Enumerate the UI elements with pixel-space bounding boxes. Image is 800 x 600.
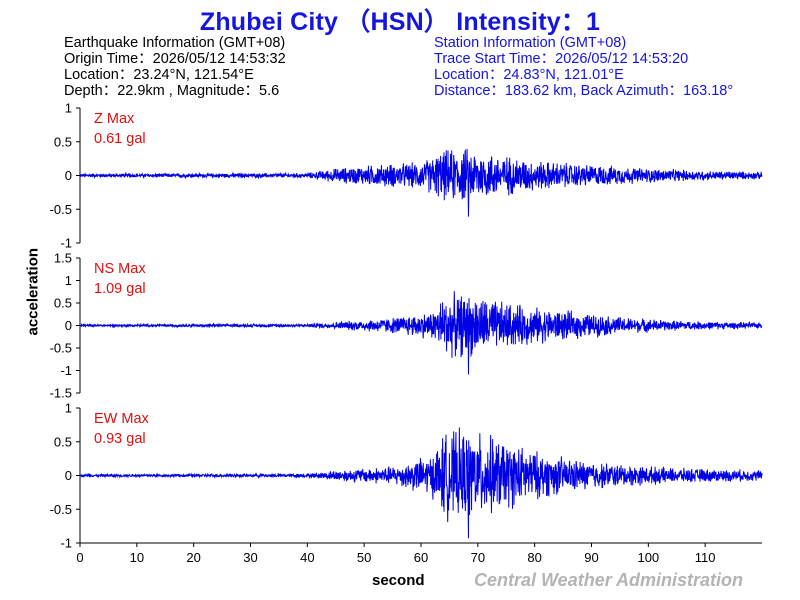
y-tick-label: 1.5 — [54, 251, 72, 266]
x-tick-label: 70 — [471, 550, 485, 565]
x-axis-label: second — [372, 572, 425, 589]
x-tick-label: 90 — [584, 550, 598, 565]
x-tick-label: 30 — [243, 550, 257, 565]
y-tick-label: -0.5 — [50, 341, 72, 356]
trace-ew — [79, 427, 763, 539]
distance-azimuth: Distance：183.62 km, Back Azimuth：163.18° — [434, 83, 734, 99]
x-tick-label: 60 — [414, 550, 428, 565]
max-value-ew: 0.93 gal — [94, 431, 146, 447]
x-tick-label: 110 — [695, 550, 716, 565]
page-title: Zhubei City （HSN） Intensity：1 — [199, 8, 601, 36]
y-tick-label: 0 — [65, 168, 72, 183]
epicenter-location: Location：23.24°N, 121.54°E — [64, 67, 254, 83]
x-tick-label: 40 — [300, 550, 314, 565]
station-location: Location：24.83°N, 121.01°E — [434, 67, 624, 83]
station-info: Station Information (GMT+08) Trace Start… — [434, 35, 733, 99]
x-tick-label: 80 — [527, 550, 541, 565]
max-value-ns: 1.09 gal — [94, 281, 146, 297]
y-tick-label: -0.5 — [50, 202, 72, 217]
y-tick-label: 0.5 — [54, 134, 72, 149]
trace-z — [79, 148, 763, 217]
y-tick-label: 1 — [65, 101, 72, 116]
y-axis-label: acceleration — [24, 247, 42, 336]
y-tick-label: 0 — [65, 318, 72, 333]
max-label-z: Z Max — [94, 111, 135, 127]
station-info-heading: Station Information (GMT+08) — [434, 35, 627, 51]
y-tick-label: 0 — [65, 468, 72, 483]
y-tick-label: 1 — [65, 273, 72, 288]
agency-credit: Central Weather Administration — [474, 570, 744, 590]
y-tick-label: -1.5 — [50, 386, 72, 401]
y-tick-label: 0.5 — [54, 434, 72, 449]
earthquake-info: Earthquake Information (GMT+08) Origin T… — [64, 35, 286, 99]
max-label-ew: EW Max — [94, 411, 150, 427]
trace-ns — [79, 291, 763, 375]
x-tick-label: 0 — [76, 550, 83, 565]
earthquake-info-heading: Earthquake Information (GMT+08) — [64, 35, 286, 51]
origin-time: Origin Time：2026/05/12 14:53:32 — [64, 51, 286, 67]
depth-magnitude: Depth：22.9km , Magnitude：5.6 — [64, 83, 280, 99]
y-tick-label: -0.5 — [50, 502, 72, 517]
y-tick-label: 1 — [65, 401, 72, 416]
y-tick-label: -1 — [60, 363, 72, 378]
x-tick-label: 50 — [357, 550, 371, 565]
x-tick-label: 20 — [186, 550, 200, 565]
y-tick-label: 0.5 — [54, 296, 72, 311]
x-tick-label: 100 — [637, 550, 659, 565]
x-tick-label: 10 — [130, 550, 144, 565]
max-label-ns: NS Max — [94, 261, 146, 277]
trace-start-time: Trace Start Time：2026/05/12 14:53:20 — [434, 51, 689, 67]
y-tick-label: -1 — [60, 536, 72, 551]
y-tick-label: -1 — [60, 236, 72, 251]
max-value-z: 0.61 gal — [94, 131, 146, 147]
